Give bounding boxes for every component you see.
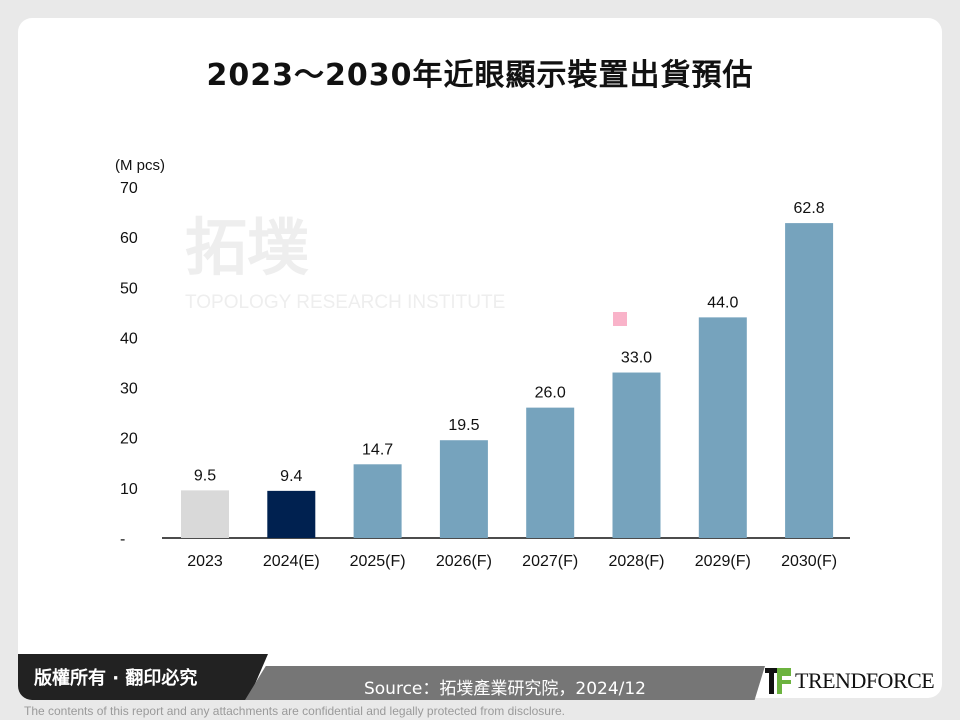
y-tick-label: 40 — [120, 330, 138, 347]
data-label: 33.0 — [621, 350, 652, 367]
y-tick-label: 10 — [120, 481, 138, 498]
copyright-band: 版權所有 · 翻印必究 — [18, 654, 268, 700]
x-tick-label: 2023 — [187, 553, 223, 570]
watermark-en: TOPOLOGY RESEARCH INSTITUTE — [185, 292, 506, 313]
x-tick-label: 2028(F) — [608, 553, 664, 570]
y-tick-label: - — [120, 531, 125, 548]
disclaimer: The contents of this report and any atta… — [24, 704, 565, 718]
x-tick-label: 2027(F) — [522, 553, 578, 570]
data-label: 62.8 — [794, 200, 825, 217]
data-label: 14.7 — [362, 441, 393, 458]
trendforce-logo-text: TRENDFORCE — [795, 668, 935, 693]
copyright-text: 版權所有 · 翻印必究 — [34, 668, 198, 689]
data-label: 19.5 — [448, 417, 479, 434]
bar — [267, 490, 316, 538]
trendforce-logo: TRENDFORCE — [765, 668, 935, 694]
x-tick-label: 2030(F) — [781, 553, 837, 570]
data-label: 44.0 — [707, 294, 738, 311]
x-tick-label: 2025(F) — [350, 553, 406, 570]
y-axis-unit: (M pcs) — [115, 157, 165, 174]
bar — [181, 490, 229, 538]
source-text: Source：拓墣產業研究院，2024/12 — [363, 679, 646, 699]
x-tick-label: 2024(E) — [263, 553, 320, 570]
chart-title: 2023～2030年近眼顯示裝置出貨預估 — [206, 58, 754, 93]
pink-marker — [613, 312, 627, 326]
y-tick-label: 70 — [120, 180, 138, 197]
y-tick-label: 50 — [120, 280, 138, 297]
data-label: 9.5 — [194, 467, 216, 484]
bar — [353, 464, 402, 538]
watermark-cn: 拓墣 — [185, 211, 310, 284]
x-tick-label: 2026(F) — [436, 553, 492, 570]
y-tick-label: 30 — [120, 381, 138, 398]
bar — [526, 407, 575, 538]
bar — [785, 223, 834, 539]
source-band: Source：拓墣產業研究院，2024/12 — [245, 666, 765, 700]
x-tick-label: 2029(F) — [695, 553, 751, 570]
bar — [439, 440, 488, 538]
data-label: 26.0 — [535, 385, 566, 402]
y-tick-label: 60 — [120, 230, 138, 247]
trendforce-logo-icon — [765, 668, 791, 694]
bar — [612, 372, 661, 538]
y-tick-label: 20 — [120, 431, 138, 448]
data-label: 9.4 — [280, 468, 302, 485]
bar — [698, 317, 747, 538]
